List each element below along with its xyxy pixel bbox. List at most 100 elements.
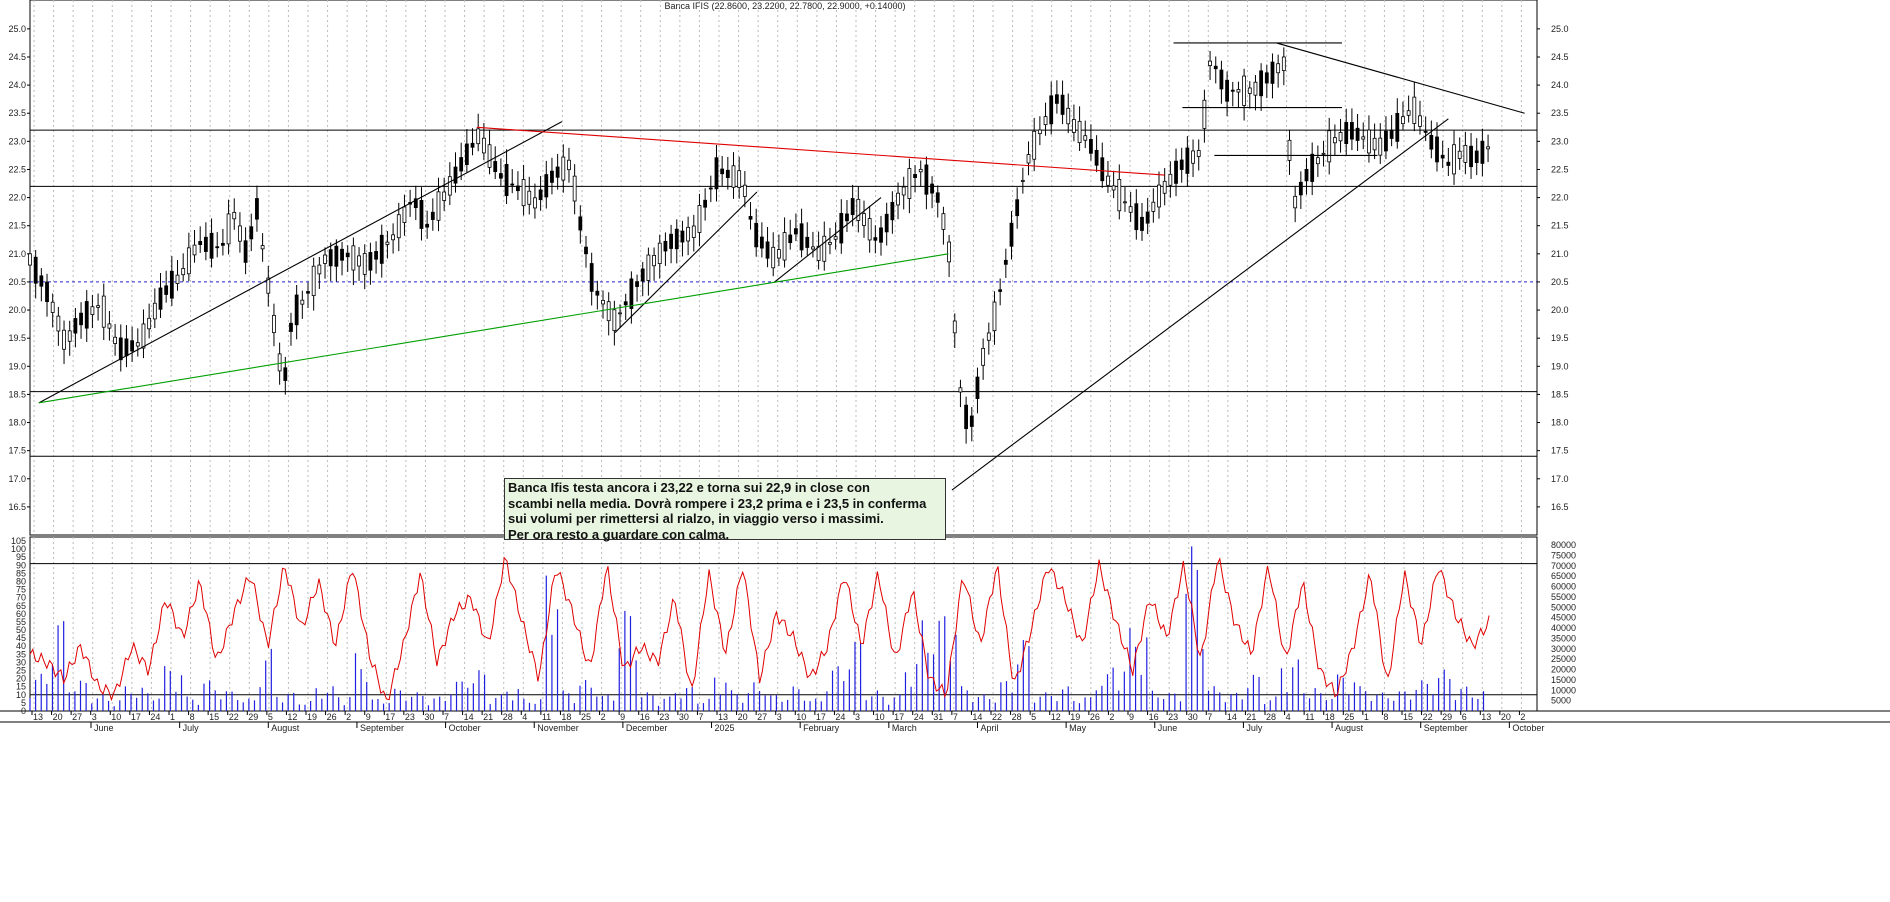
bar-body [884,213,889,233]
price-bar [215,232,220,258]
price-bar [1276,54,1281,88]
x-tick-label: 26 [327,712,337,722]
price-bar [118,324,123,372]
x-tick-label: 5 [1031,712,1036,722]
price-bar [33,250,38,299]
y-tick-label-left: 18.5 [8,389,26,399]
price-bar [1287,130,1292,175]
price-bar [850,184,855,227]
y-tick-label-right: 25.0 [1551,24,1569,34]
bar-body [1321,152,1326,155]
bar-body [748,216,753,220]
bar-body [1259,70,1264,97]
bar-body [90,306,95,315]
bar-body [96,305,100,308]
price-bar [737,156,742,199]
y-tick-label-right: 23.5 [1551,108,1569,118]
x-tick-label: 10 [796,712,806,722]
volume-bars [29,546,1485,711]
bar-body [771,246,776,269]
bar-body [1111,185,1116,191]
bar-body [1418,115,1422,127]
x-tick-label: 1 [1364,712,1369,722]
bar-body [1293,195,1298,209]
price-bar [130,326,135,362]
price-bar [1208,50,1212,81]
price-bar [720,155,725,187]
bar-body [79,312,83,326]
bar-body [1060,94,1065,115]
volume-tick-label: 15000 [1551,675,1576,685]
price-bar [1191,139,1195,177]
bar-body [725,169,730,179]
price-bar [952,313,957,348]
price-bar [289,312,293,346]
bar-body [862,213,866,226]
osc-tick-label: 25 [16,666,26,676]
x-tick-label: 21 [483,712,493,722]
price-bar [1026,141,1031,176]
bar-body [1174,160,1178,184]
price-bar [198,226,203,253]
price-bar [1463,131,1468,175]
y-tick-label-right: 23.0 [1551,136,1569,146]
price-panel-frame [29,0,1538,536]
x-month-label: August [1335,723,1364,733]
volume-tick-label: 5000 [1551,696,1571,706]
price-bar [1264,64,1269,99]
bar-body [33,256,38,284]
bar-body [918,168,923,173]
y-tick-label-left: 24.0 [8,80,26,90]
x-tick-label: 20 [53,712,63,722]
x-tick-label: 13 [1481,712,1491,722]
price-bar [249,213,254,252]
bar-body [867,218,872,241]
bar-body [1287,139,1292,161]
price-bar [374,241,378,274]
y-tick-label-right: 17.0 [1551,474,1569,484]
price-bar [1435,122,1439,172]
price-bar [1106,160,1110,193]
price-bar [691,214,696,252]
price-bar [1293,185,1298,223]
bar-body [691,225,696,238]
y-tick-label-left: 19.5 [8,333,26,343]
bar-body [623,301,628,306]
x-tick-label: 25 [581,712,591,722]
price-bar [788,219,793,250]
price-bar [1134,189,1139,240]
bar-body [833,236,838,240]
price-bar [459,142,464,181]
price-bar [317,256,322,289]
price-bar [175,259,180,291]
y-tick-label-left: 16.5 [8,502,26,512]
bar-body [856,198,861,221]
price-bar [981,338,986,380]
x-tick-label: 20 [1501,712,1511,722]
bar-body [811,246,815,250]
bar-body [215,246,220,249]
bar-body [1242,75,1247,106]
bar-body [56,315,61,332]
bar-body [277,353,282,372]
x-tick-label: 6 [1462,712,1467,722]
bar-body [589,263,594,292]
price-bar [442,177,447,211]
note-line: Banca Ifis testa ancora i 23,22 e torna … [508,480,870,495]
x-tick-label: 2 [601,712,606,722]
x-month-label: May [1069,723,1087,733]
trend-line [1276,42,1525,114]
price-bar [771,232,776,277]
price-bar [498,158,503,187]
bar-body [402,206,407,224]
price-bar [1066,93,1071,134]
price-bar [1043,102,1048,136]
osc-tick-label: 30 [16,657,26,667]
price-bar [901,176,906,210]
price-bar [391,223,395,254]
price-bar [311,257,316,311]
bar-body [45,281,49,303]
price-bar [776,234,781,267]
x-tick-label: 4 [1286,712,1291,722]
